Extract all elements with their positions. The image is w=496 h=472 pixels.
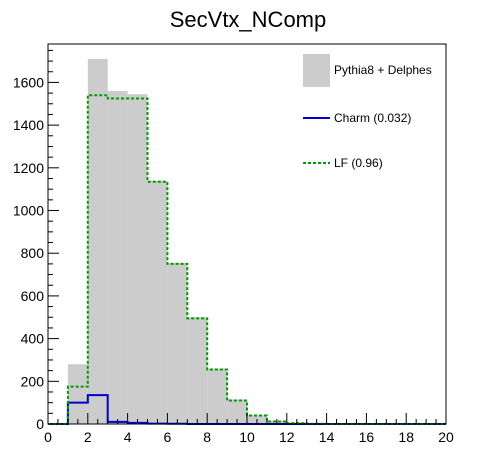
x-tick-label: 14 bbox=[319, 429, 335, 445]
bar-pythia8-delphes-bin-3 bbox=[107, 90, 128, 424]
axes-layer: 0 2 4 6 8 10 12 14 16 18 2002004006008001000120014… bbox=[13, 43, 454, 445]
bar-pythia8-delphes-bin-9 bbox=[227, 399, 247, 424]
y-tick-label: 1600 bbox=[13, 74, 44, 90]
bar-pythia8-delphes-bin-5 bbox=[147, 180, 168, 424]
y-tick-label: 0 bbox=[36, 416, 44, 432]
y-tick-label: 1000 bbox=[13, 203, 44, 219]
legend: Pythia8 + Delphes Charm (0.032) LF (0.96) bbox=[303, 54, 432, 170]
bar-pythia8-delphes-bin-1 bbox=[67, 364, 88, 424]
series-layer bbox=[48, 58, 446, 425]
x-tick-label: 18 bbox=[398, 429, 414, 445]
legend-label-charm-0-032-: Charm (0.032) bbox=[334, 111, 411, 125]
x-tick-label: 6 bbox=[164, 429, 172, 445]
legend-label-lf-0-96-: LF (0.96) bbox=[334, 156, 383, 170]
y-tick-label: 200 bbox=[21, 373, 45, 389]
x-tick-label: 12 bbox=[279, 429, 295, 445]
legend-label-pythia8-delphes: Pythia8 + Delphes bbox=[334, 63, 432, 77]
chart-title: SecVtx_NComp bbox=[170, 7, 327, 32]
bar-pythia8-delphes-bin-4 bbox=[127, 94, 148, 424]
y-tick-label: 600 bbox=[21, 288, 45, 304]
y-tick-label: 400 bbox=[21, 331, 45, 347]
x-tick-label: 10 bbox=[239, 429, 255, 445]
x-tick-label: 2 bbox=[84, 429, 92, 445]
y-tick-label: 1200 bbox=[13, 160, 44, 176]
legend-swatch-pythia8-delphes bbox=[303, 54, 330, 87]
x-tick-label: 8 bbox=[203, 429, 211, 445]
y-tick-label: 800 bbox=[21, 245, 45, 261]
x-tick-label: 4 bbox=[124, 429, 132, 445]
bar-pythia8-delphes-bin-7 bbox=[187, 317, 208, 424]
bar-pythia8-delphes-bin-6 bbox=[167, 262, 188, 424]
y-tick-label: 1400 bbox=[13, 117, 44, 133]
bar-pythia8-delphes-bin-2 bbox=[87, 58, 108, 425]
x-tick-label: 20 bbox=[438, 429, 454, 445]
bar-pythia8-delphes-bin-8 bbox=[207, 368, 228, 424]
x-tick-label: 16 bbox=[359, 429, 375, 445]
x-tick-label: 0 bbox=[44, 429, 52, 445]
